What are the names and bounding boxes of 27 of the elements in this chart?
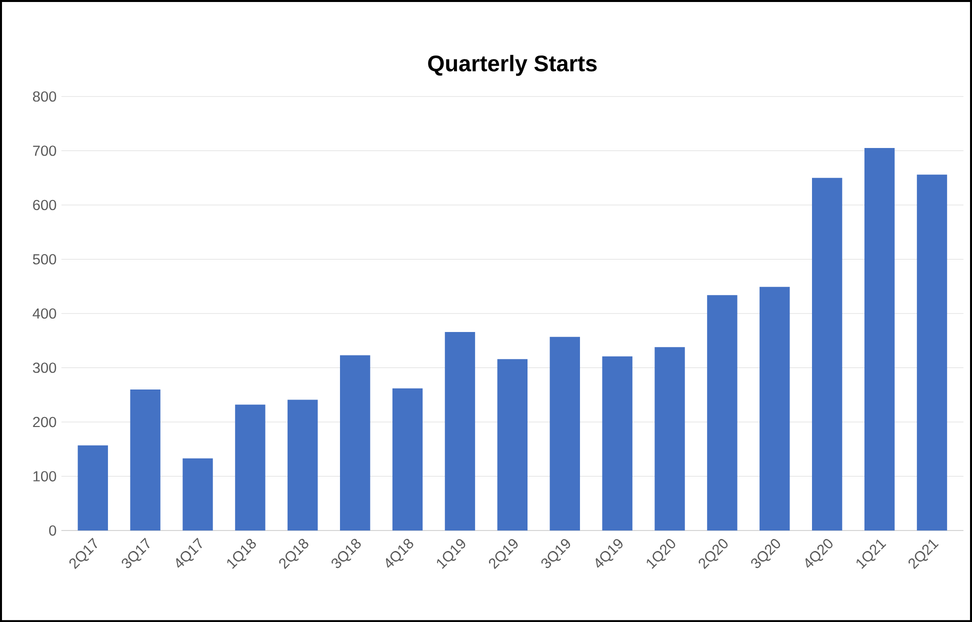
y-tick-label: 600: [33, 200, 56, 210]
bar: [550, 336, 580, 530]
y-tick-label: 400: [32, 308, 56, 319]
chart-title: Quarterly Starts: [428, 54, 597, 76]
y-tick-label: 200: [33, 416, 56, 428]
y-tick-label: 800: [32, 91, 56, 102]
bar: [707, 295, 738, 530]
y-tick-label: 100: [33, 471, 56, 482]
bar: [182, 458, 213, 530]
bar: [392, 388, 423, 530]
bar: [78, 445, 108, 530]
y-tick-label: 500: [32, 254, 56, 264]
y-tick-label: 700: [33, 146, 56, 156]
bar: [812, 178, 842, 530]
bar: [916, 174, 948, 530]
bar: [497, 359, 528, 530]
bar: [760, 286, 790, 530]
bar: [654, 347, 685, 530]
bar: [130, 389, 160, 530]
bar: [235, 404, 266, 530]
bar: [864, 148, 895, 530]
bar: [444, 332, 476, 530]
bar: [340, 355, 370, 530]
y-tick-label: 300: [32, 362, 56, 373]
y-tick-label: 0: [49, 525, 56, 536]
bar: [602, 356, 632, 530]
bar: [288, 400, 318, 530]
